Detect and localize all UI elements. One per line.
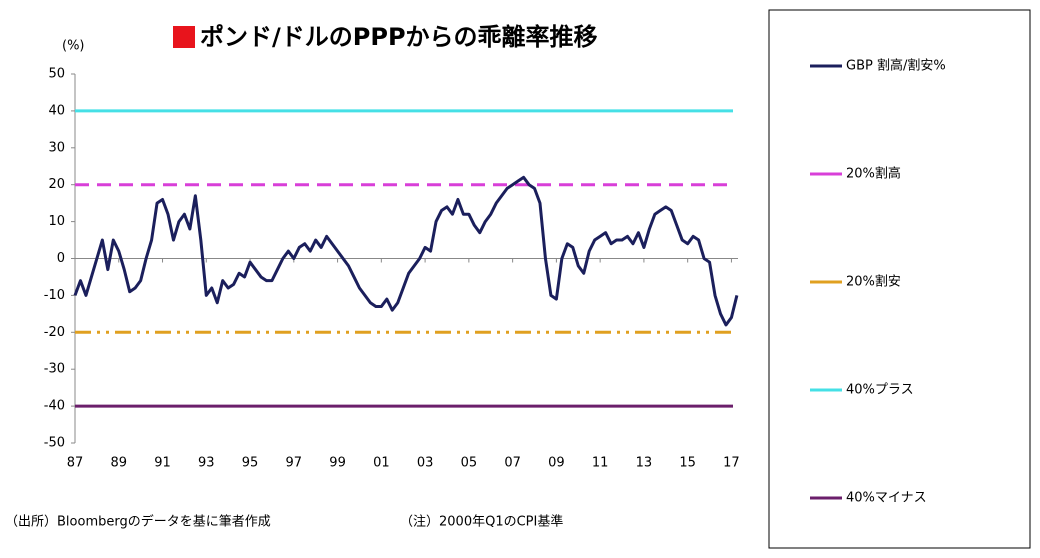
legend-label: 20%割安 xyxy=(846,274,901,290)
legend-label: 40%マイナス xyxy=(846,491,927,506)
x-tick-label: 03 xyxy=(417,456,434,471)
x-tick-label: 07 xyxy=(504,456,521,471)
x-tick-label: 99 xyxy=(329,456,346,471)
y-tick-label: 40 xyxy=(48,103,65,118)
y-unit-label: (%) xyxy=(62,39,85,54)
x-tick-label: 93 xyxy=(198,456,215,471)
source-note: （出所）Bloombergのデータを基に筆者作成 xyxy=(5,514,271,530)
y-tick-label: -50 xyxy=(44,436,65,451)
x-tick-label: 95 xyxy=(242,456,259,471)
x-tick-label: 91 xyxy=(154,456,171,471)
legend-label: 20%割高 xyxy=(846,166,901,182)
y-tick-label: -10 xyxy=(44,288,65,303)
data-line xyxy=(73,175,739,327)
x-tick-label: 17 xyxy=(723,456,740,471)
legend-label: 40%プラス xyxy=(846,383,914,398)
x-tick-label: 01 xyxy=(373,456,390,471)
x-tick-label: 89 xyxy=(110,456,127,471)
legend-label: GBP 割高/割安% xyxy=(846,58,946,74)
x-tick-label: 15 xyxy=(679,456,696,471)
x-tick-label: 97 xyxy=(286,456,303,471)
y-tick-label: -30 xyxy=(44,362,65,377)
x-tick-label: 05 xyxy=(461,456,478,471)
chart-title: ポンド/ドルのPPPからの乖離率推移 xyxy=(200,23,598,51)
legend-box xyxy=(768,9,1031,549)
y-tick-label: 0 xyxy=(57,251,65,266)
y-tick-label: -40 xyxy=(44,399,65,414)
title-marker xyxy=(173,26,195,48)
y-tick-label: -20 xyxy=(44,325,65,340)
y-tick-label: 20 xyxy=(48,177,65,192)
x-tick-label: 09 xyxy=(548,456,565,471)
y-tick-label: 30 xyxy=(48,140,65,155)
y-tick-label: 50 xyxy=(48,67,65,82)
note: （注）2000年Q1のCPI基準 xyxy=(400,514,563,530)
x-tick-label: 11 xyxy=(592,456,609,471)
x-tick-label: 87 xyxy=(67,456,84,471)
x-tick-label: 13 xyxy=(636,456,653,471)
y-tick-label: 10 xyxy=(48,214,65,229)
